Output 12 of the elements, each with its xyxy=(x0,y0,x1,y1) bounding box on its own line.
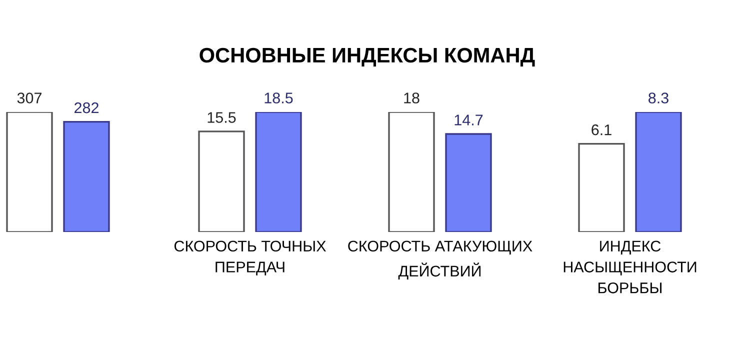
data-label: 307 xyxy=(17,92,42,104)
data-label: 18 xyxy=(404,92,420,104)
data-label: 15.5 xyxy=(208,112,236,123)
x-tick-label: СКОРОСТЬ АТАКУЮЩИХ ДЕЙСТВИЙ xyxy=(348,240,532,280)
data-label: 282 xyxy=(74,102,98,114)
data-label: 18.5 xyxy=(264,92,293,104)
data-label: 8.3 xyxy=(648,92,668,104)
data-label: 14.7 xyxy=(454,114,483,126)
data-label: 6.1 xyxy=(592,124,612,136)
x-tick-label: СКОРОСТЬ ТОЧНЫХ ПЕРЕДАЧ xyxy=(174,240,326,276)
chart-title: ОСНОВНЫЕ ИНДЕКСЫ КОМАНД xyxy=(200,48,535,67)
x-tick-label: ИНДЕКС НАСЫЩЕННОСТИ БОРЬБЫ xyxy=(564,240,696,294)
